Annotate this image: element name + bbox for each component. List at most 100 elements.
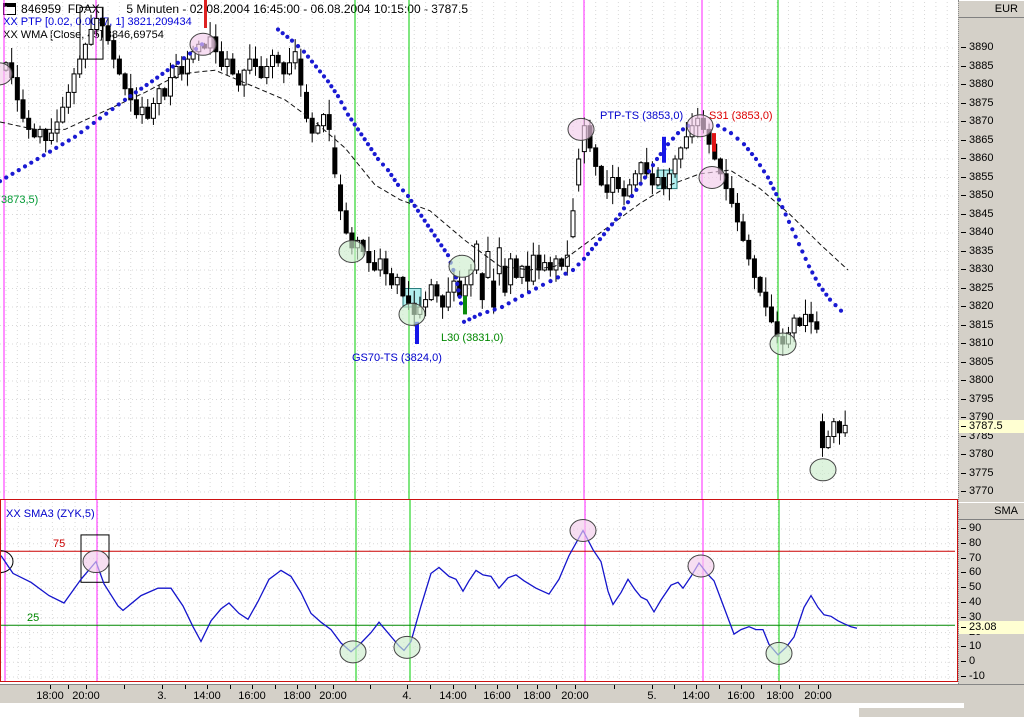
candle-body — [740, 221, 746, 241]
candle-body — [304, 91, 310, 119]
time-tick-label: 18:00 — [283, 690, 311, 702]
ptp-dot — [806, 264, 812, 269]
ptp-dot — [85, 125, 90, 130]
candle-body — [366, 251, 372, 264]
price-tick: 3780 — [959, 448, 1024, 461]
ptp-dot — [165, 68, 170, 73]
ptp-dot — [617, 212, 623, 217]
candle-body — [825, 436, 831, 449]
price-tick: 3825 — [959, 282, 1024, 295]
ptp-dot — [456, 288, 461, 293]
time-tick-minor — [274, 685, 276, 689]
main-chart-panel[interactable]: 846959 FDAX 5 Minuten - 02.08.2004 16:45… — [0, 0, 958, 499]
ptp-dot — [477, 312, 483, 317]
sma-tick: 10 — [959, 640, 1024, 653]
candle-body — [666, 173, 672, 190]
candle-body — [82, 43, 88, 60]
candle-body — [315, 125, 321, 134]
candle-body — [508, 258, 514, 286]
blue-signal-bar — [662, 136, 666, 163]
ptp-dot — [415, 208, 421, 213]
sma-tick: 80 — [959, 537, 1024, 550]
candle-body — [485, 251, 491, 278]
ptp-dot — [540, 282, 546, 287]
time-tick-label: 16:00 — [483, 690, 511, 702]
ptp-dot — [10, 171, 15, 176]
candle-body — [445, 291, 451, 308]
ptp-dot — [605, 227, 611, 232]
ptp-dot — [455, 281, 460, 286]
candle-body — [479, 273, 485, 301]
ptp-dot — [325, 79, 331, 84]
price-axis[interactable]: EUR SMA 3890 3885 3880 3875 3870 3865 3860 3855… — [958, 0, 1024, 684]
candle-body — [678, 147, 684, 160]
candle-body — [394, 276, 400, 286]
ptp-dot — [774, 192, 779, 197]
sma-chart[interactable]: XX SMA3 (ZYK,5) 75 25 — [1, 500, 957, 681]
candle-body — [536, 254, 542, 271]
candle-body — [326, 114, 332, 130]
edge-marker-circle — [1, 550, 14, 574]
ptp-dot — [155, 75, 160, 80]
ptp-dot — [499, 304, 505, 310]
candle-body — [145, 106, 151, 119]
candlestick-chart[interactable]: PTP-TS (3853,0) S31 (3853,0) L30 (3831,0) G… — [0, 0, 958, 499]
ptp-dot — [289, 38, 295, 43]
ptp-dot — [352, 122, 357, 127]
ptp-dot — [492, 307, 497, 312]
candle-body — [632, 173, 638, 186]
ptp-dot — [305, 54, 311, 59]
ptp-dot — [638, 181, 643, 186]
price-tick: 3850 — [959, 189, 1024, 202]
horizontal-scrollbar[interactable] — [0, 703, 1024, 717]
signal-circle — [448, 254, 476, 278]
ptp-dot — [597, 237, 603, 242]
candle-body — [542, 262, 548, 271]
candle-body — [122, 73, 128, 90]
ptp-dot — [827, 297, 833, 302]
ptp-dot — [439, 243, 444, 248]
candle-body — [156, 88, 162, 104]
panel-annotation: 25 — [27, 612, 39, 624]
ptp-dot — [526, 290, 532, 295]
time-tick-label: 18:00 — [766, 690, 794, 702]
time-tick-minor — [613, 685, 615, 689]
ptp-dot — [22, 164, 28, 169]
scrollbar-thumb[interactable] — [858, 707, 966, 717]
chart-annotation: PTP-TS (3853,0) — [600, 110, 683, 122]
candle-body — [627, 184, 633, 197]
red-signal-bar — [712, 133, 716, 152]
time-tick-minor — [760, 685, 762, 689]
sell-markers — [0, 32, 726, 189]
candle-body — [819, 421, 825, 449]
price-tick: 3860 — [959, 152, 1024, 165]
ptp-dot — [16, 168, 21, 173]
candle-body — [77, 58, 83, 75]
ptp-dot — [581, 256, 587, 261]
signal-circle — [189, 32, 217, 56]
price-tick: 3885 — [959, 60, 1024, 73]
ptp-dots — [0, 27, 844, 324]
sma-oscillator-panel[interactable]: XX SMA3 (ZYK,5) 75 25 — [0, 499, 958, 682]
ptp-dot — [519, 293, 525, 298]
candle-body — [162, 88, 168, 97]
candle-body — [683, 136, 689, 149]
time-tick — [497, 685, 498, 689]
candle-body — [610, 177, 616, 193]
ptp-dot — [0, 179, 3, 184]
ptp-dot — [405, 193, 411, 199]
time-tick — [652, 685, 653, 689]
signal-circle — [339, 640, 367, 664]
price-tick: 3830 — [959, 263, 1024, 276]
time-axis[interactable]: 18:00 20:00 3. 14:00 16:00 18:00 20:00 4. 14:00 1… — [0, 684, 1024, 703]
scrollbar-corner — [964, 703, 1024, 717]
candle-body — [14, 77, 20, 101]
time-tick-minor — [124, 685, 125, 689]
signal-circle — [338, 240, 366, 263]
sma-tick: 70 — [959, 552, 1024, 565]
time-tick — [297, 685, 298, 689]
ptp-dot — [786, 219, 792, 224]
ptp-dot — [72, 134, 78, 139]
candle-body — [836, 421, 842, 434]
ptp-dot — [467, 317, 472, 322]
